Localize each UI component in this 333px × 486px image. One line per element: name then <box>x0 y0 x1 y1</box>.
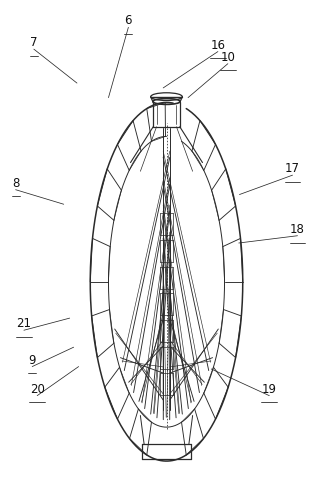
Text: 7: 7 <box>30 36 38 49</box>
Text: 9: 9 <box>28 354 36 366</box>
Text: 8: 8 <box>12 177 19 190</box>
Text: 21: 21 <box>16 317 31 330</box>
Text: 19: 19 <box>262 382 277 396</box>
Text: 6: 6 <box>125 15 132 27</box>
Text: 10: 10 <box>220 51 235 64</box>
Text: 17: 17 <box>285 162 300 175</box>
Text: 16: 16 <box>210 38 225 52</box>
Text: 20: 20 <box>30 382 45 396</box>
Text: 18: 18 <box>290 223 305 236</box>
